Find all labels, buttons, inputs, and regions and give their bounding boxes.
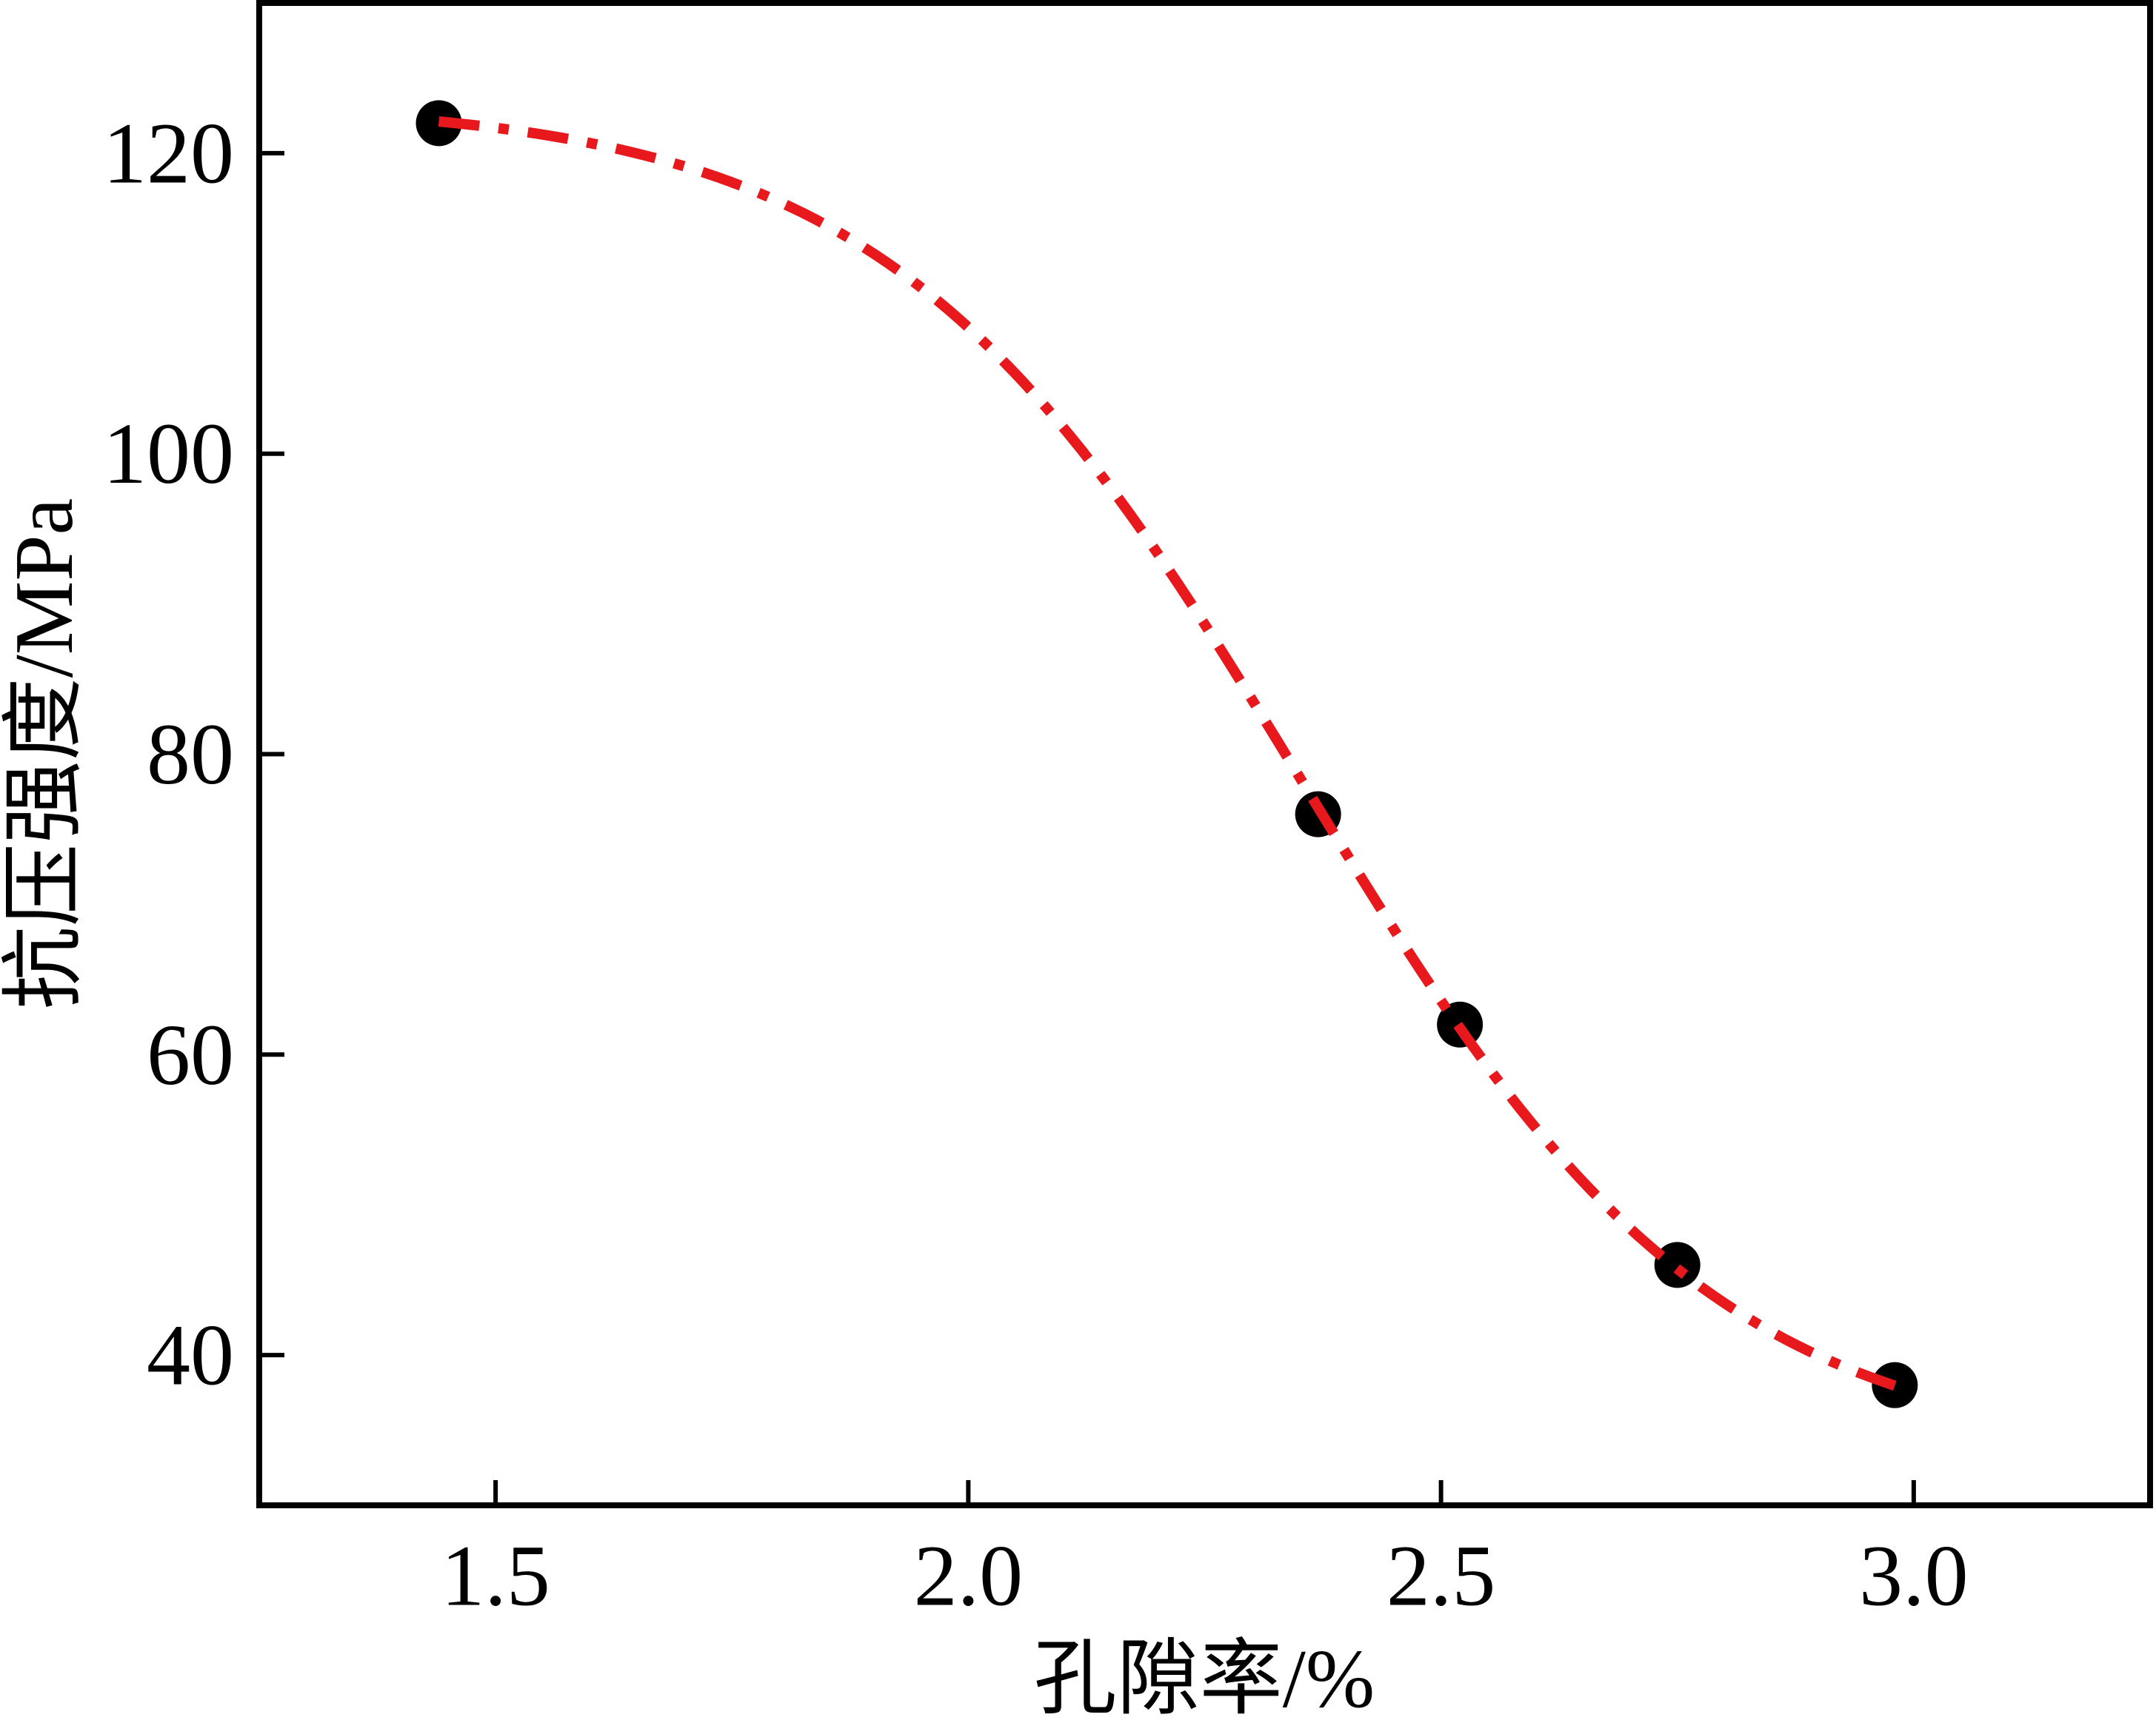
- x-axis-tick-labels: 1.5 2.0 2.5 3.0: [441, 1528, 1968, 1625]
- fitted-curve: [438, 116, 1897, 1391]
- y-axis-ticks: [262, 150, 284, 1358]
- data-point-markers: [415, 100, 1918, 1408]
- y-tick-label: 120: [103, 104, 234, 201]
- x-tick-label: 3.0: [1859, 1528, 1969, 1625]
- x-tick-label: 2.5: [1386, 1528, 1496, 1625]
- y-tick-label: 80: [147, 706, 234, 803]
- plot-border: [256, 0, 2153, 1508]
- y-tick-label: 40: [147, 1307, 234, 1404]
- y-tick-label: 100: [103, 405, 234, 502]
- x-tick-label: 1.5: [441, 1528, 550, 1625]
- y-tick-label: 60: [147, 1006, 234, 1103]
- x-tick-label: 2.0: [914, 1528, 1024, 1625]
- x-axis-label: 孔隙率/%: [1034, 1633, 1375, 1723]
- x-axis-ticks: [493, 1480, 1916, 1502]
- data-point: [1654, 1242, 1701, 1288]
- y-axis-label: 抗压强度/MPa: [0, 498, 90, 1010]
- y-axis-tick-labels: 40 60 80 100 120: [103, 104, 234, 1403]
